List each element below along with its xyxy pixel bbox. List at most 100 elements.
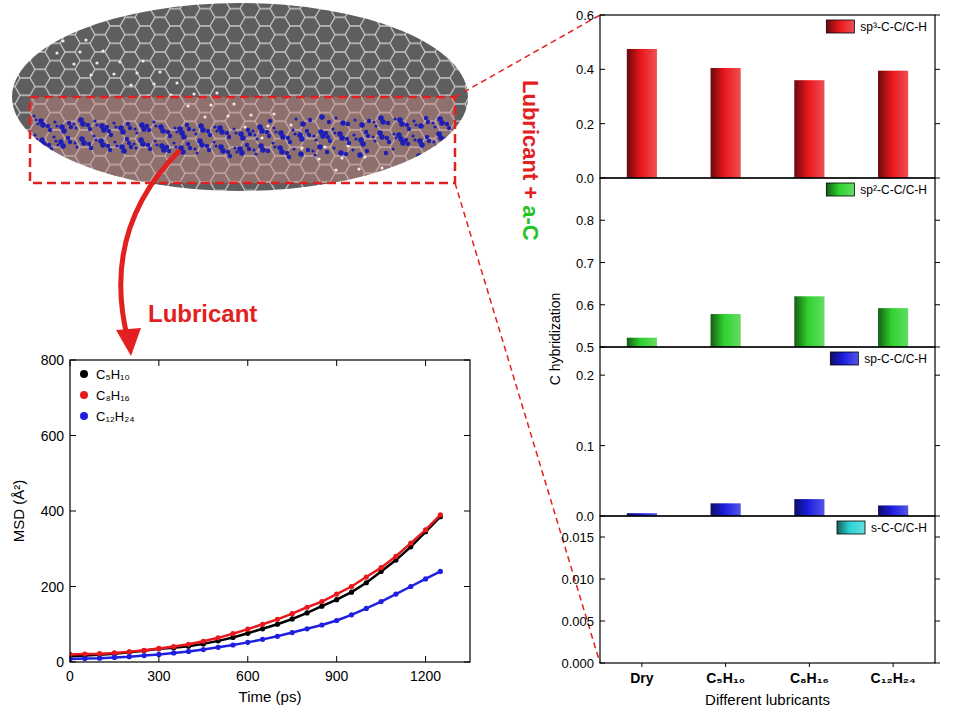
lubricant-atom (94, 138, 97, 141)
atom (249, 113, 252, 116)
point (201, 647, 206, 652)
point (334, 597, 339, 602)
lubricant-atom (399, 121, 405, 127)
y-tick (600, 663, 605, 664)
y-tick (935, 262, 940, 263)
lubricant-atom (327, 120, 331, 124)
lubricant-atom (80, 121, 86, 127)
lubricant-atom (75, 145, 78, 148)
lubricant-atom (192, 128, 195, 131)
lubricant-atom (433, 125, 436, 128)
lubricant-atom (260, 147, 266, 153)
lubricant-atom (254, 152, 257, 155)
lubricant-atom (56, 143, 59, 146)
plot-area (70, 512, 443, 661)
lubricant-atom (252, 148, 255, 151)
lubricant-atom (300, 121, 306, 127)
lubricant-atom (106, 144, 110, 148)
x-tick (247, 656, 248, 662)
lubricant-atom (107, 129, 111, 133)
point (349, 584, 354, 589)
lubricant-atom (379, 134, 385, 140)
zoom-line (455, 183, 600, 663)
point (275, 622, 280, 627)
side-label-part: a-C (518, 205, 543, 241)
lubricant-atom (129, 145, 133, 149)
point (82, 651, 87, 656)
lubricant-atom (49, 147, 53, 151)
x-tick-label: C₈H₁₆ (790, 670, 829, 686)
lubricant-atom (294, 117, 297, 120)
series-line (70, 515, 440, 655)
lubricant-atom (431, 121, 434, 124)
lubricant-atom (386, 121, 390, 125)
zoom-rect (30, 97, 455, 183)
legend-label: sp³-C-C/C-H (860, 20, 927, 34)
point (275, 617, 280, 622)
x-tick (247, 360, 248, 366)
lubricant-atom (54, 139, 57, 142)
lubricant-atom (227, 135, 231, 139)
point (408, 584, 413, 589)
point (379, 599, 384, 604)
point (364, 580, 369, 585)
lubricant-atom (186, 142, 190, 146)
lubricant-atom (68, 140, 72, 144)
lubricant-atom (432, 140, 435, 143)
lubricant-atom (121, 148, 127, 154)
lubricant-atom (233, 146, 236, 149)
atom (243, 125, 246, 128)
y-tick (600, 262, 605, 263)
atom (135, 71, 138, 74)
atom (323, 145, 326, 148)
point (156, 646, 161, 651)
atom (44, 28, 47, 31)
lubricant-atom (447, 126, 451, 130)
point (127, 649, 132, 654)
lubricant-atom (141, 126, 147, 132)
lubricant-atom (298, 151, 304, 157)
legend-label: sp-C-C/C-H (864, 352, 927, 366)
y-tick-label: 0.000 (561, 656, 594, 671)
lubricant-atom (152, 120, 155, 123)
point (319, 599, 324, 604)
structure-image (0, 0, 480, 200)
lubricant-atom (61, 128, 67, 134)
lubricant-atom (160, 128, 166, 134)
x-tick (425, 656, 426, 662)
x-tick-label: C₅H₁₀ (706, 670, 745, 686)
atom (21, 29, 24, 32)
x-tick-label: 600 (236, 668, 260, 684)
lubricant-atom (280, 134, 286, 140)
y-tick (935, 516, 940, 517)
lubricant-band (30, 97, 455, 183)
lubricant-atom (161, 147, 167, 153)
lubricant-atom (354, 137, 357, 140)
lubricant-atom (69, 125, 73, 129)
y-tick-label: 0.7 (576, 256, 594, 271)
y-tick (464, 586, 470, 587)
point (438, 569, 443, 574)
lubricant-atom (414, 123, 417, 126)
point (349, 612, 354, 617)
lubricant-atom (274, 130, 277, 133)
y-tick-label: 0.5 (576, 340, 594, 355)
atom (72, 62, 75, 65)
lubricant-atom (53, 120, 56, 123)
point (423, 576, 428, 581)
lubricant-atom (434, 144, 437, 147)
lubricant-atom (125, 137, 129, 141)
bar (794, 80, 824, 178)
atom (27, 17, 30, 20)
lubricant-atom (305, 129, 309, 133)
lubricant-atom (245, 143, 249, 147)
point (245, 627, 250, 632)
point (201, 639, 206, 644)
lubricant-atom (317, 144, 323, 150)
lubricant-atom (89, 146, 93, 150)
lubricant-atom (384, 151, 388, 155)
frame (600, 516, 935, 663)
y-tick (935, 663, 940, 664)
point (260, 637, 265, 642)
lubricant-atom (46, 124, 50, 128)
